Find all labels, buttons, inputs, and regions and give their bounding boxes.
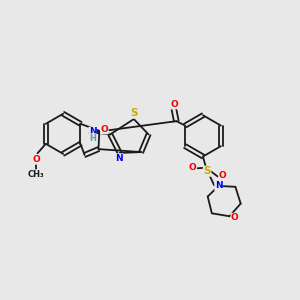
Text: O: O bbox=[32, 155, 40, 164]
Text: N: N bbox=[89, 127, 96, 136]
Text: O: O bbox=[219, 171, 226, 180]
Text: O: O bbox=[231, 213, 239, 222]
Text: N: N bbox=[115, 154, 123, 163]
Text: CH₃: CH₃ bbox=[28, 170, 45, 179]
Text: O: O bbox=[188, 163, 196, 172]
Text: H: H bbox=[89, 134, 96, 143]
Text: N: N bbox=[215, 182, 222, 190]
Text: O: O bbox=[170, 100, 178, 109]
Text: O: O bbox=[100, 125, 108, 134]
Text: S: S bbox=[203, 166, 211, 176]
Text: S: S bbox=[130, 108, 138, 118]
